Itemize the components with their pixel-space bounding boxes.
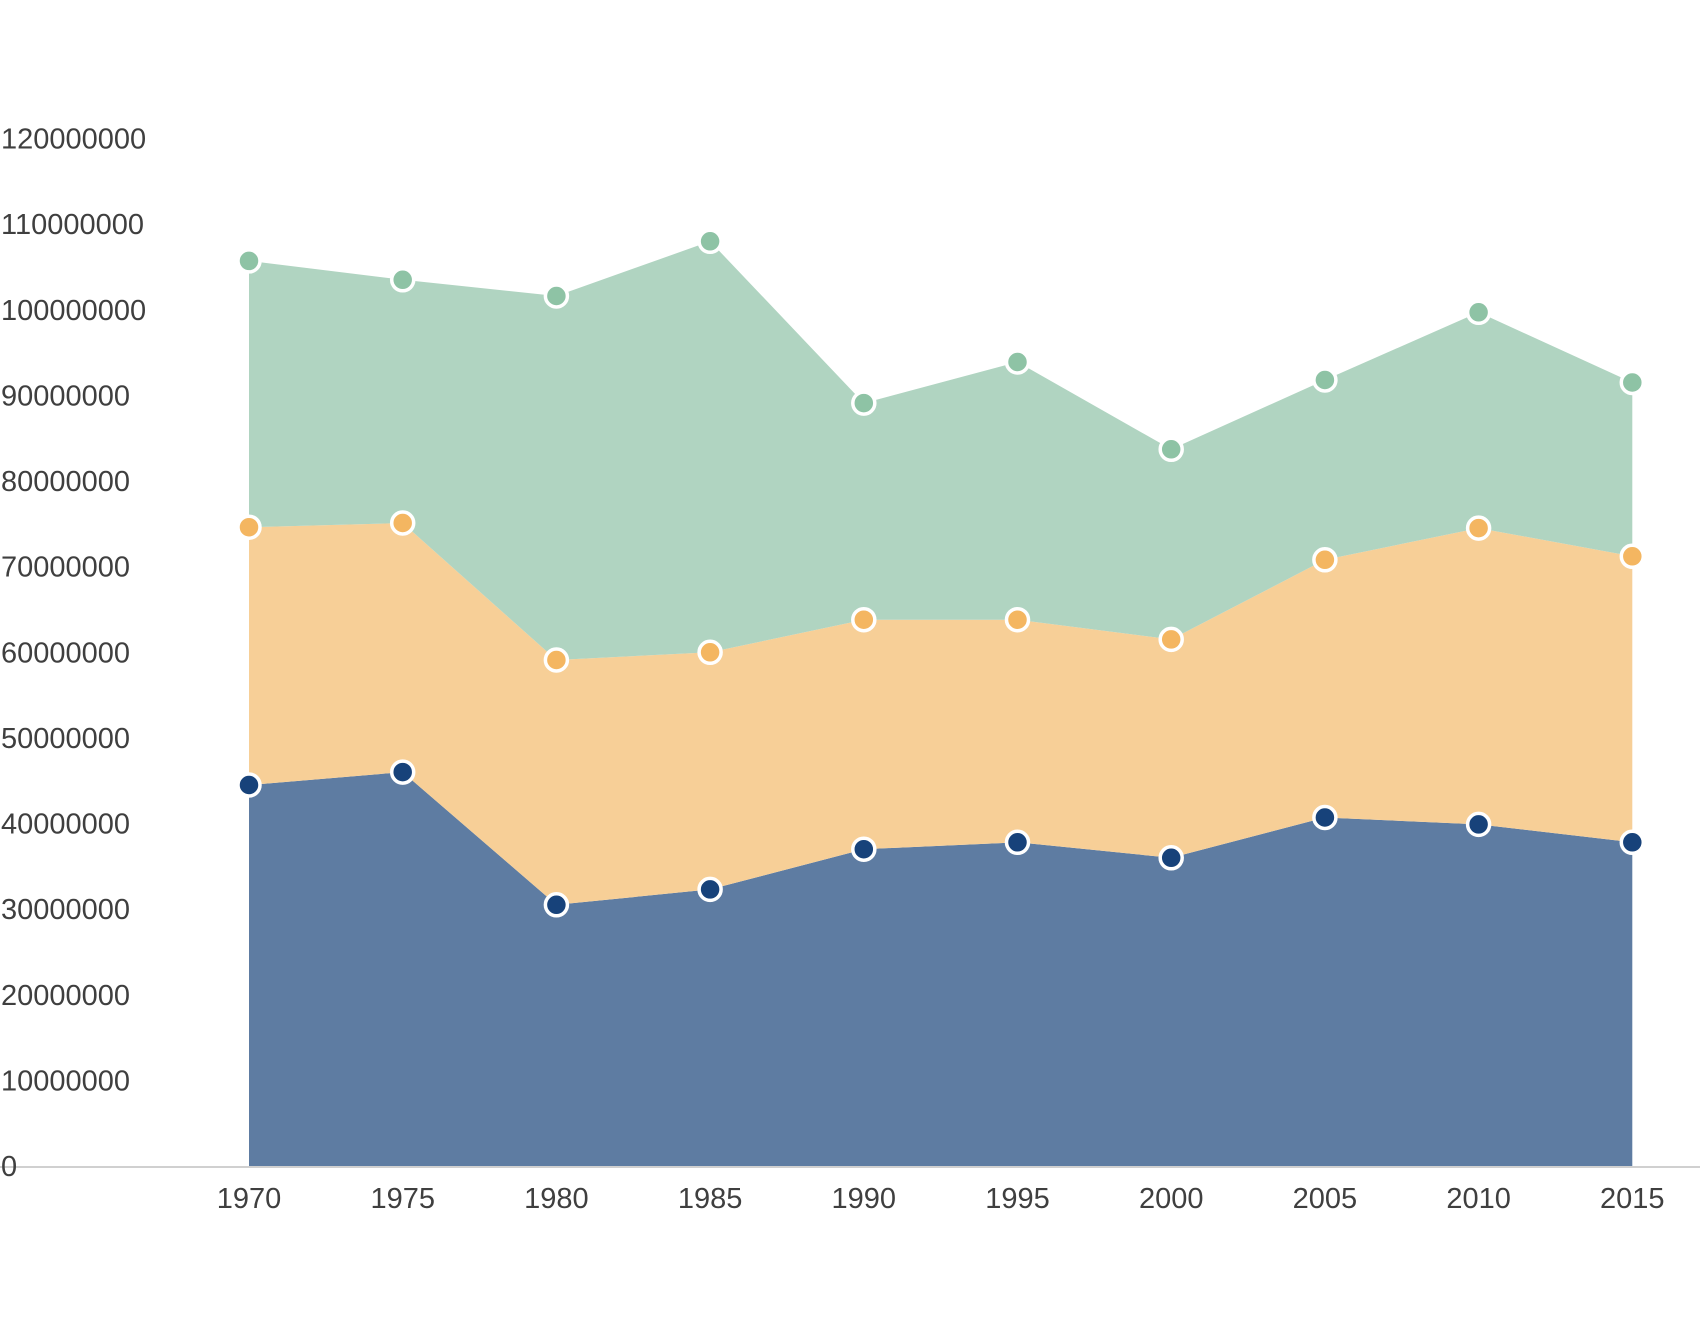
y-tick-label: 110000000 (1, 209, 144, 241)
area-series-2 (249, 523, 1633, 905)
data-point-series-2-1980[interactable] (543, 647, 570, 673)
data-point-series-2-2005[interactable] (1312, 547, 1338, 573)
x-tick-label: 1985 (678, 1183, 743, 1215)
data-point-series-1-1970[interactable] (236, 772, 262, 798)
data-point-series-2-1995[interactable] (1004, 606, 1031, 633)
x-tick-label: 1995 (985, 1183, 1050, 1215)
data-point-series-2-1985[interactable] (697, 639, 723, 666)
data-point-series-2-1970[interactable] (236, 514, 262, 540)
data-markers (236, 228, 1646, 918)
y-tick-label: 70000000 (1, 552, 130, 584)
data-point-series-1-1995[interactable] (1004, 829, 1031, 856)
area-series-1 (249, 772, 1633, 1166)
data-point-series-3-1970[interactable] (236, 248, 262, 274)
x-tick-label: 1970 (217, 1183, 282, 1215)
data-point-series-3-1990[interactable] (851, 390, 877, 416)
x-tick-label: 1975 (370, 1183, 435, 1215)
data-point-series-1-1980[interactable] (543, 892, 570, 918)
y-tick-label: 60000000 (1, 637, 130, 669)
area-layers (249, 241, 1633, 1166)
data-point-series-3-2000[interactable] (1158, 436, 1184, 463)
data-point-series-1-1985[interactable] (697, 876, 723, 903)
data-point-series-1-1975[interactable] (389, 759, 416, 785)
x-tick-label: 1990 (832, 1183, 897, 1215)
data-point-series-1-2015[interactable] (1619, 829, 1646, 856)
data-point-series-2-2015[interactable] (1619, 543, 1646, 570)
x-tick-label: 2005 (1293, 1183, 1358, 1215)
y-tick-label: 30000000 (1, 894, 130, 926)
x-tick-label: 2000 (1139, 1183, 1204, 1215)
y-axis-tick-labels: 0 10000000 20000000 30000000 40000000 5000000… (1, 124, 146, 1184)
data-point-series-3-1980[interactable] (543, 283, 570, 309)
y-tick-label: 10000000 (1, 1065, 130, 1097)
data-point-series-2-1990[interactable] (851, 606, 877, 633)
y-tick-label: 100000000 (1, 295, 146, 327)
x-axis-tick-labels: 1970 1975 1980 1985 1990 1995 2000 2005 2010 2015 (217, 1183, 1665, 1215)
y-tick-label: 0 (1, 1151, 17, 1183)
data-point-series-2-1975[interactable] (389, 510, 416, 536)
y-tick-label: 80000000 (1, 466, 130, 498)
x-tick-label: 2015 (1600, 1183, 1665, 1215)
data-point-series-2-2010[interactable] (1465, 515, 1492, 541)
x-tick-label: 2010 (1446, 1183, 1511, 1215)
data-point-series-1-2010[interactable] (1465, 811, 1492, 838)
y-tick-label: 20000000 (1, 980, 130, 1012)
data-point-series-1-2005[interactable] (1312, 804, 1338, 831)
y-tick-label: 40000000 (1, 809, 130, 841)
data-point-series-1-1990[interactable] (851, 836, 877, 862)
y-tick-label: 90000000 (1, 380, 130, 412)
data-point-series-3-1985[interactable] (697, 228, 723, 255)
y-tick-label: 50000000 (1, 723, 130, 755)
data-point-series-3-1975[interactable] (389, 267, 416, 293)
data-point-series-2-2000[interactable] (1158, 626, 1184, 653)
data-point-series-3-2010[interactable] (1465, 299, 1492, 326)
data-point-series-3-2005[interactable] (1312, 367, 1338, 393)
x-tick-label: 1980 (524, 1183, 589, 1215)
area-series-3 (249, 241, 1633, 661)
data-point-series-3-1995[interactable] (1004, 349, 1031, 375)
y-tick-label: 120000000 (1, 124, 146, 156)
data-point-series-3-2015[interactable] (1619, 369, 1646, 396)
data-point-series-1-2000[interactable] (1158, 845, 1184, 871)
